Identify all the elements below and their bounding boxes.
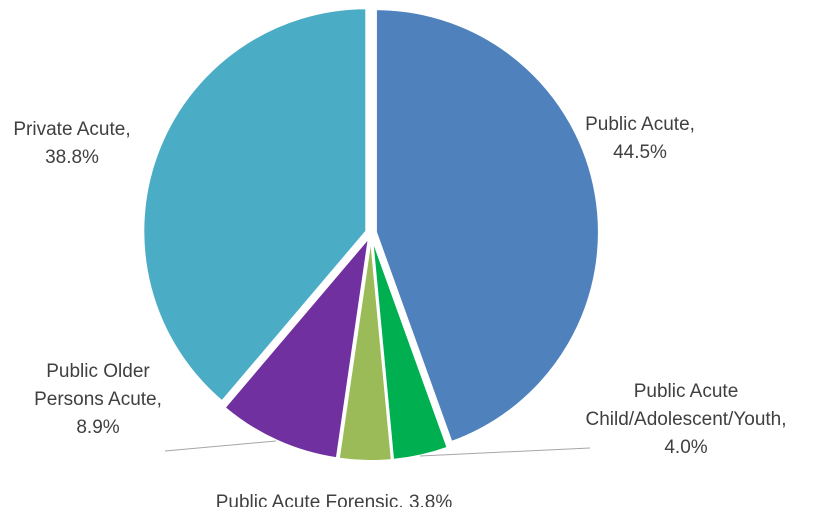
pie-slice-public-acute-child-adolescent-youth — [371, 237, 449, 461]
data-label-private-acute: Private Acute, 38.8% — [13, 119, 130, 168]
data-label-line: 38.8% — [45, 147, 99, 168]
data-label-line: 44.5% — [613, 142, 667, 163]
data-label-line: Public Acute, — [585, 114, 695, 135]
slices-layer — [142, 7, 600, 462]
data-label-public-acute-forensic: Public Acute Forensic, 3.8% — [216, 492, 453, 507]
leader-line-public-acute-child-adolescent-youth — [419, 447, 591, 457]
data-label-public-older-persons-acute: Public Older Persons Acute, 8.9% — [34, 361, 162, 438]
data-label-line: 8.9% — [76, 417, 119, 438]
data-label-public-acute-child-adolescent-youth: Public Acute Child/Adolescent/Youth, 4.0% — [585, 381, 786, 458]
data-label-line: Persons Acute, — [34, 389, 162, 410]
data-label-line: Public Acute Forensic, 3.8% — [216, 492, 453, 507]
leader-lines-layer — [164, 440, 591, 457]
pie-slice-public-acute — [374, 8, 600, 444]
pie-slice-private-acute — [142, 7, 368, 403]
data-label-line: 4.0% — [664, 437, 707, 458]
pie-slice-public-older-persons-acute — [223, 234, 371, 460]
data-label-line: Child/Adolescent/Youth, — [585, 409, 786, 430]
data-label-line: Public Older — [46, 361, 150, 382]
leader-line-public-older-persons-acute — [164, 440, 277, 452]
data-label-public-acute: Public Acute, 44.5% — [585, 114, 695, 163]
data-label-line: Private Acute, — [13, 119, 130, 140]
data-label-line: Public Acute — [634, 381, 739, 402]
pie-slice-public-acute-forensic — [337, 237, 393, 462]
